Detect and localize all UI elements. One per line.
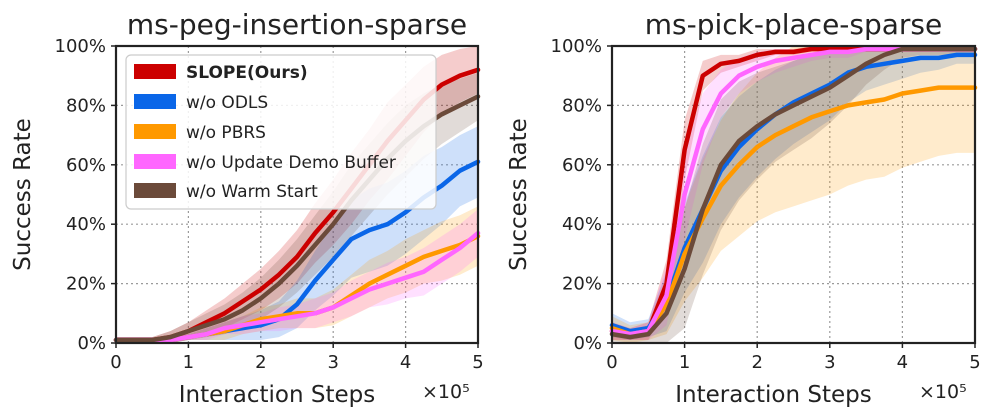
y-tick-label: 60% — [66, 155, 106, 176]
series-band-3 — [612, 46, 975, 340]
ticks-layer: 0 1 2 3 4 5 0% 20% 40% 60% 80% 100% — [551, 36, 981, 373]
series-line-2 — [609, 85, 978, 337]
panel-pick-place: 0 1 2 3 4 5 0% 20% 40% 60% 80% 100% ms-pick-place-s… — [506, 8, 981, 408]
legend-swatch-pbrs — [134, 124, 176, 139]
series-band-4 — [612, 46, 975, 343]
y-tick-label: 0% — [573, 333, 602, 354]
legend-swatch-odls — [134, 94, 176, 109]
legend-label-pbrs: w/o PBRS — [186, 123, 266, 143]
x-axis-label: Interaction Steps — [179, 382, 375, 408]
x-tick-label: 3 — [327, 352, 338, 373]
y-tick-label: 100% — [55, 36, 106, 57]
legend-label-odls: w/o ODLS — [186, 93, 268, 113]
x-axis-multiplier: ×10⁵ — [422, 381, 470, 403]
x-tick-label: 5 — [472, 352, 483, 373]
legend-swatch-warm-start — [134, 183, 176, 198]
x-tick-label: 0 — [606, 352, 617, 373]
panel-peg-insertion: 0 1 2 3 4 5 0% 20% 40% 60% 80% 100% ms-peg-insertio… — [10, 8, 484, 408]
y-tick-label: 0% — [77, 333, 106, 354]
y-tick-label: 80% — [562, 95, 602, 116]
legend: SLOPE(Ours) w/o ODLS w/o PBRS w/o Update… — [125, 54, 437, 210]
x-tick-label: 2 — [255, 352, 266, 373]
x-tick-label: 1 — [183, 352, 194, 373]
lines-layer — [609, 46, 978, 340]
x-tick-label: 4 — [400, 352, 411, 373]
y-tick-label: 40% — [562, 214, 602, 235]
ticks-layer: 0 1 2 3 4 5 0% 20% 40% 60% 80% 100% — [55, 36, 484, 373]
legend-label-warm-start: w/o Warm Start — [186, 182, 318, 202]
x-tick-label: 5 — [969, 352, 980, 373]
y-axis-label: Success Rate — [10, 118, 36, 271]
y-tick-label: 40% — [66, 214, 106, 235]
legend-label-slope: SLOPE(Ours) — [186, 63, 308, 83]
y-tick-label: 20% — [562, 274, 602, 295]
y-axis-label: Success Rate — [506, 118, 532, 271]
y-tick-label: 20% — [66, 274, 106, 295]
y-tick-label: 60% — [562, 155, 602, 176]
series-line-3 — [113, 230, 481, 343]
plot-frame — [114, 44, 480, 345]
y-tick-label: 80% — [66, 95, 106, 116]
x-tick-label: 2 — [751, 352, 762, 373]
y-tick-label: 100% — [551, 36, 602, 57]
legend-box — [125, 54, 437, 210]
chart-title: ms-peg-insertion-sparse — [127, 8, 467, 41]
x-tick-label: 3 — [824, 352, 835, 373]
plot-frame — [610, 44, 977, 345]
legend-label-update-demo: w/o Update Demo Buffer — [186, 153, 396, 173]
x-tick-label: 4 — [897, 352, 908, 373]
chart-title: ms-pick-place-sparse — [645, 8, 943, 41]
legend-swatch-slope — [134, 64, 176, 79]
x-tick-label: 1 — [679, 352, 690, 373]
x-axis-multiplier: ×10⁵ — [919, 381, 967, 403]
x-tick-label: 0 — [110, 352, 121, 373]
series-band-2 — [612, 46, 975, 343]
series-line-4 — [609, 46, 978, 340]
legend-swatch-update-demo — [134, 154, 176, 169]
series-band-1 — [116, 126, 478, 343]
x-axis-label: Interaction Steps — [675, 382, 871, 408]
